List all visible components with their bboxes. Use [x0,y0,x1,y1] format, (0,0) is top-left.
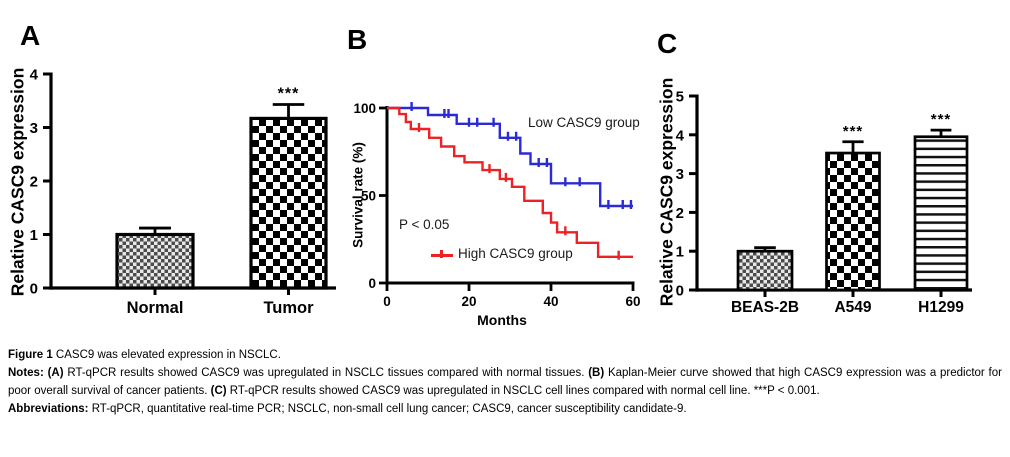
panel-c: 0 1 2 3 4 5 BEAS-2B A549 *** H1299 *** [655,0,1010,340]
survival-curve [387,106,633,208]
km-chart-panel-B: 0 50 100 0 20 40 60 [353,101,640,309]
high-group-label: High CASC9 group [458,246,573,261]
y-tick-label: 0 [368,276,376,291]
caption-notes: Notes: (A) RT-qPCR results showed CASC9 … [8,367,1002,397]
category-label: A549 [834,299,871,316]
panel-c-y-axis-label: Relative CASC9 expression [656,77,677,307]
y-tick-label: 3 [676,166,684,183]
bar-chart-panel-A: 0 1 2 3 4 Normal Tumor *** [30,67,336,317]
y-tick-label: 1 [676,244,684,261]
figure-caption: Figure 1 CASC9 was elevated expression i… [8,346,1002,418]
survival-curve [387,106,633,258]
category-label: H1299 [918,299,964,316]
panel-a-y-axis-label: Relative CASC9 expression [7,67,28,297]
y-tick-label: 4 [30,67,39,84]
caption-title: Figure 1 CASC9 was elevated expression i… [8,349,281,361]
y-tick-label: 2 [676,205,684,222]
bar-A549 [825,151,881,292]
category-label: Tumor [263,299,314,317]
panel-b-x-axis-label: Months [477,312,527,328]
low-group-label: Low CASC9 group [528,115,640,130]
y-tick-label: 100 [353,101,376,116]
p-value-label: P < 0.05 [399,217,450,232]
x-tick-label: 0 [383,294,391,309]
panel-b-letter: B [347,24,368,55]
y-tick-label: 50 [361,188,376,203]
significance-label: *** [931,111,952,128]
y-tick-label: 4 [676,127,685,144]
panel-b-y-axis-label: Survival rate (%) [350,142,366,248]
x-tick-label: 60 [625,294,640,309]
panel-a-letter: A [20,20,41,51]
bar-Tumor [249,116,328,290]
panel-b: 0 50 100 0 20 40 60 [340,0,660,340]
caption-abbreviations: Abbreviations: RT-qPCR, quantitative rea… [8,403,687,415]
y-tick-label: 1 [30,227,38,244]
bar-BEAS-2B [736,249,794,292]
y-tick-label: 0 [30,281,38,298]
y-tick-label: 2 [30,174,38,191]
panel-a: 0 1 2 3 4 Normal Tumor *** [0,0,340,340]
bar-H1299 [913,135,969,292]
y-tick-label: 3 [30,120,38,137]
x-tick-label: 40 [543,294,558,309]
category-label: Normal [127,299,184,317]
panel-c-letter: C [657,28,678,59]
y-tick-label: 5 [676,89,684,106]
x-tick-label: 20 [461,294,476,309]
bar-chart-panel-C: 0 1 2 3 4 5 BEAS-2B A549 *** H1299 *** [676,89,972,316]
category-label: BEAS-2B [731,299,799,316]
significance-label: *** [843,123,864,140]
y-tick-label: 0 [676,283,684,300]
high-group-legend-censor-tick [440,250,443,258]
bar-Normal [115,232,195,290]
significance-label: *** [278,85,300,102]
